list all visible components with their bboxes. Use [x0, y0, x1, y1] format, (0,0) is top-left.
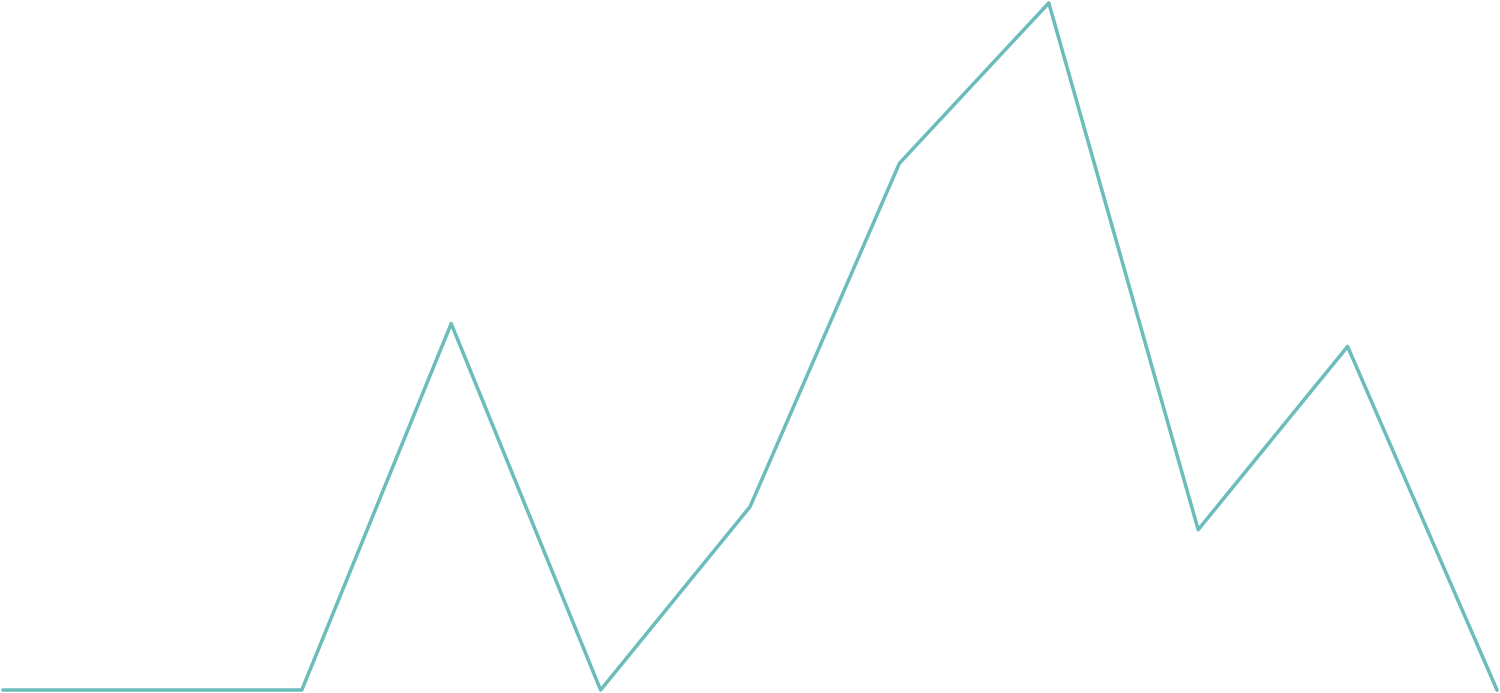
chart [1, 1, 1499, 692]
page: (() => { const data = JSON.parse(documen… [0, 0, 1500, 693]
line [1, 1, 1499, 692]
